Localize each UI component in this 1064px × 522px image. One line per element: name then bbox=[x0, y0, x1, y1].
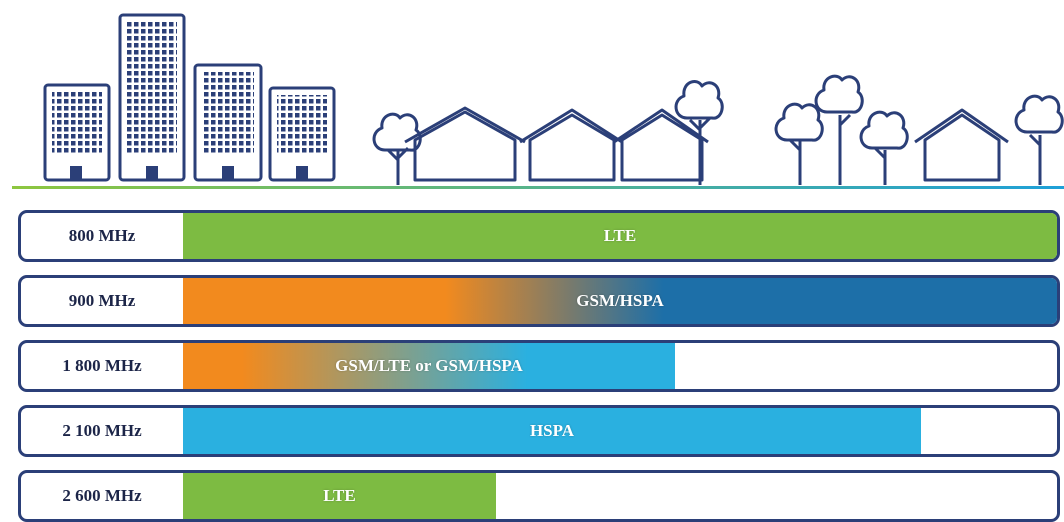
technology-bar: GSM/HSPA bbox=[183, 278, 1057, 324]
technology-bar: GSM/LTE or GSM/HSPA bbox=[183, 343, 675, 389]
band-label: 1 800 MHz bbox=[21, 343, 183, 389]
technology-bar: LTE bbox=[183, 473, 496, 519]
band-row: 2 600 MHz LTE bbox=[18, 470, 1060, 522]
band-label: 2 100 MHz bbox=[21, 408, 183, 454]
band-label: 2 600 MHz bbox=[21, 473, 183, 519]
technology-bar: HSPA bbox=[183, 408, 921, 454]
band-row: 2 100 MHz HSPA bbox=[18, 405, 1060, 457]
technology-bar: LTE bbox=[183, 213, 1057, 259]
band-row: 800 MHz LTE bbox=[18, 210, 1060, 262]
band-label: 900 MHz bbox=[21, 278, 183, 324]
band-row: 900 MHz GSM/HSPA bbox=[18, 275, 1060, 327]
band-label: 800 MHz bbox=[21, 213, 183, 259]
skyline bbox=[0, 0, 1064, 200]
band-row: 1 800 MHz GSM/LTE or GSM/HSPA bbox=[18, 340, 1060, 392]
page: 800 MHz LTE 900 MHz GSM/HSPA 1 800 MHz G… bbox=[0, 0, 1064, 522]
